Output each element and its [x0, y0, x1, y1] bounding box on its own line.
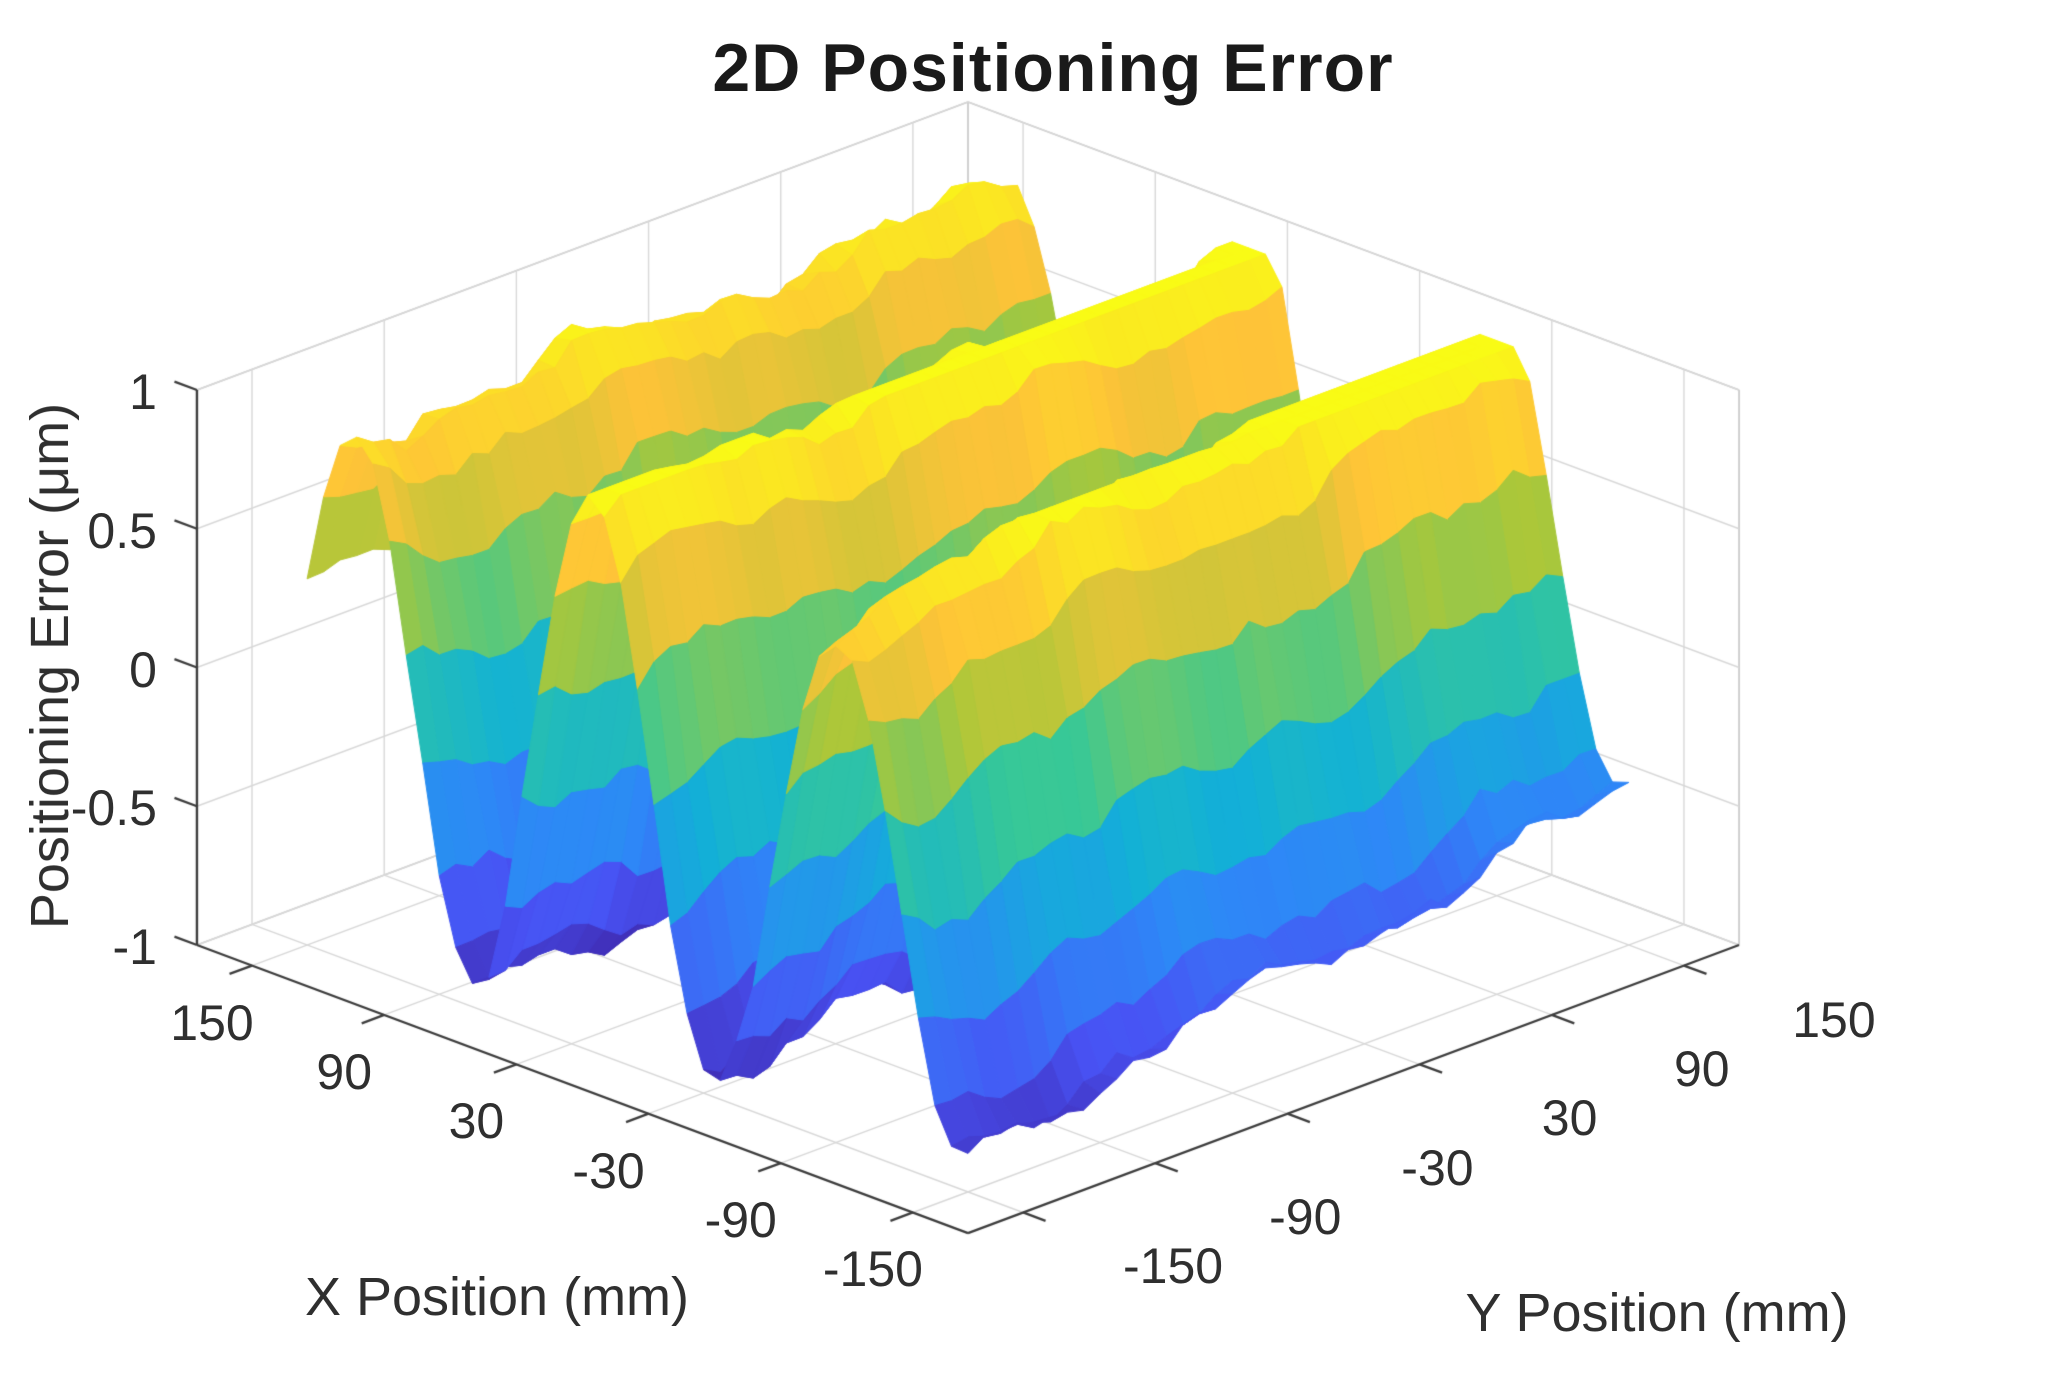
y-tick-label: 90 [1673, 1040, 1730, 1097]
z-tick-label: 0.5 [87, 502, 157, 559]
y-axis-title: Y Position (mm) [1465, 1283, 1849, 1343]
z-tick-label: -1 [112, 919, 157, 975]
z-tick-label: 1 [129, 364, 157, 420]
y-tick-label: 30 [1541, 1090, 1598, 1147]
y-tick-label: -90 [1269, 1189, 1342, 1246]
x-tick-label: 90 [316, 1043, 373, 1100]
z-axis-title: Positioning Error (μm) [20, 402, 80, 930]
z-tick-label: -0.5 [70, 780, 157, 837]
x-tick-label: -90 [704, 1192, 777, 1249]
y-tick-label: -150 [1123, 1238, 1224, 1295]
x-tick-label: 30 [448, 1093, 505, 1150]
z-tick-label: 0 [129, 641, 157, 698]
y-tick-label: -30 [1401, 1139, 1474, 1196]
x-tick-label: 150 [170, 994, 254, 1051]
x-tick-label: -150 [822, 1241, 923, 1298]
chart-title: 2D Positioning Error [712, 30, 1394, 106]
x-tick-label: -30 [572, 1142, 645, 1199]
y-tick-label: 150 [1792, 991, 1876, 1048]
x-axis-title: X Position (mm) [304, 1267, 690, 1327]
